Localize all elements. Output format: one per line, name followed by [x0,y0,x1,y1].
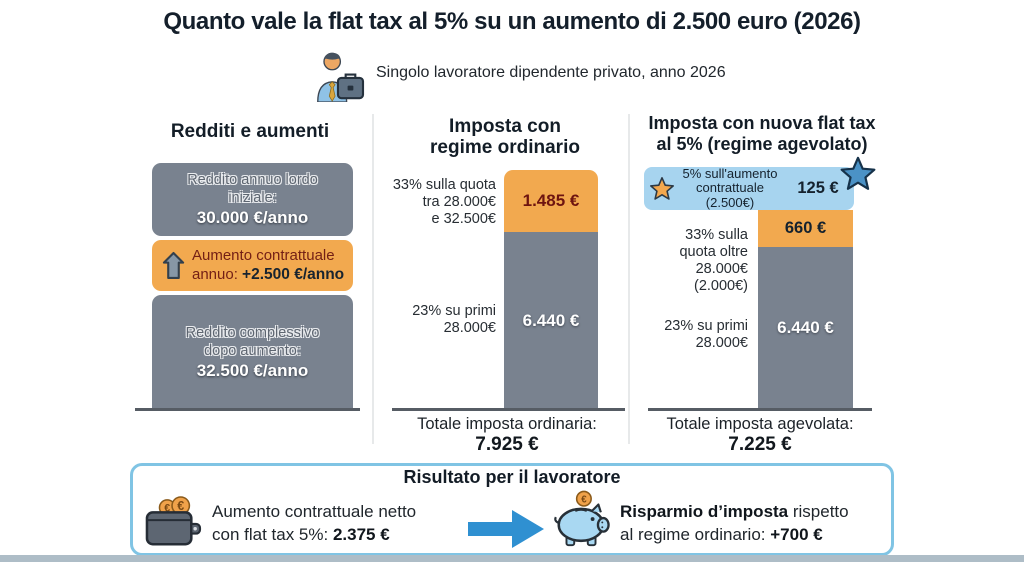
increase-value: +2.500 €/anno [242,265,345,283]
total-income-label: Reddito complessivo dopo aumento: [185,324,320,359]
initial-income-box: Reddito annuo lordo iniziale: 30.000 €/a… [152,163,353,236]
tax-saving-text: Risparmio d’imposta rispetto al regime o… [620,500,849,546]
tax-saving-rest: rispetto [788,502,849,521]
total-income-box: Reddito complessivo dopo aumento: 32.500… [152,295,353,409]
flat-total-label: Totale imposta agevolata: [666,415,854,433]
bottom-strip [0,555,1024,562]
increase-label-line1: Aumento contrattuale [192,247,335,264]
increase-label-line2: annuo: [192,265,243,283]
flat-bar-33-segment: 660 € [758,210,853,247]
net-increase-line2: con flat tax 5%: [212,525,333,544]
svg-text:€: € [177,499,184,513]
ordinary-panel-header: Imposta con regime ordinario [430,116,580,158]
right-arrow-icon [466,507,546,551]
initial-income-label: Reddito annuo lordo iniziale: [187,172,318,206]
flat-5-label: 5% sull'aumento contrattuale (2.500€) [682,165,778,210]
svg-text:€: € [164,502,170,514]
flat-bracket-33-value: 660 € [784,219,827,237]
total-income-value: 32.500 €/anno [196,360,309,380]
ordinary-bracket-23-value: 6.440 € [522,310,580,330]
ordinary-total-label: Totale imposta ordinaria: [417,415,597,433]
wallet-icon: € € [143,496,203,550]
svg-text:€: € [581,495,587,506]
ordinary-bar-33-segment: 1.485 € [504,170,598,232]
subtitle: Singolo lavoratore dipendente privato, a… [376,64,726,81]
flat-5-band: 5% sull'aumento contrattuale (2.500€) 12… [644,165,854,210]
initial-income-value: 30.000 €/anno [196,208,309,227]
tax-saving-bold: Risparmio d’imposta [620,502,789,521]
flat-5-value: 125 € [797,179,839,197]
piggy-bank-icon: € [549,490,613,550]
up-arrow-icon [162,251,185,280]
flat-bracket-33-label: 33% sulla quota oltre 28.000€ (2.000€) [679,227,748,294]
divider-right [628,114,630,444]
salary-increase-box: Aumento contrattuale annuo: +2.500 €/ann… [152,240,353,291]
flat-baseline [648,408,872,411]
net-increase-text: Aumento contrattuale netto con flat tax … [212,500,416,546]
ordinary-bracket-33-value: 1.485 € [522,191,580,210]
ordinary-bar-23-segment: 6.440 € [504,232,598,409]
tax-saving-value: +700 € [770,525,823,544]
flat-bracket-23-value: 6.440 € [777,318,834,337]
blue-star-icon [839,155,877,192]
ordinary-bracket-33-label: 33% sulla quota tra 28.000€ e 32.500€ [392,177,496,227]
flat-panel-header: Imposta con nuova flat tax al 5% (regime… [648,113,876,154]
net-increase-value: 2.375 € [332,525,390,544]
tax-saving-line2: al regime ordinario: [620,525,771,544]
net-increase-line1: Aumento contrattuale netto [212,502,417,521]
orange-star-icon [649,176,675,201]
income-baseline [135,408,360,411]
worker-icon [308,50,366,102]
result-header: Risultato per il lavoratore [403,467,621,487]
page-title: Quanto vale la flat tax al 5% su un aume… [163,8,861,35]
ordinary-total-value: 7.925 € [475,434,539,455]
flat-total-value: 7.225 € [728,434,792,455]
flat-bar-23-segment: 6.440 € [758,247,853,409]
ordinary-bracket-23-label: 23% su primi 28.000€ [412,303,496,336]
ordinary-baseline [392,408,625,411]
flat-bracket-23-label: 23% su primi 28.000€ [664,318,748,351]
income-panel-header: Redditi e aumenti [170,121,330,142]
divider-left [372,114,374,444]
